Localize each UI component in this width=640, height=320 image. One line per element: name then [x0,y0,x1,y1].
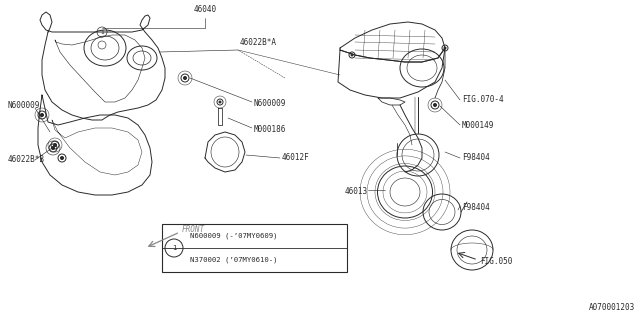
Circle shape [40,114,44,116]
Text: 46012F: 46012F [282,154,310,163]
Text: FIG.070-4: FIG.070-4 [462,95,504,105]
Text: N370002 (’07MY0610-): N370002 (’07MY0610-) [190,256,278,263]
Text: N600009: N600009 [254,99,286,108]
Text: FIG.050: FIG.050 [480,258,513,267]
Circle shape [219,101,221,103]
Circle shape [184,76,186,79]
Text: 1: 1 [100,29,104,35]
Text: M000149: M000149 [462,121,494,130]
Circle shape [54,143,56,147]
Text: 46022B*B: 46022B*B [8,156,45,164]
Text: N600009: N600009 [8,101,40,110]
Text: N600009 (-’07MY0609): N600009 (-’07MY0609) [190,232,278,239]
Text: 46022B*A: 46022B*A [240,38,277,47]
Text: F98404: F98404 [462,204,490,212]
Text: F98404: F98404 [462,154,490,163]
Circle shape [351,54,353,56]
Circle shape [61,156,63,159]
Text: FRONT: FRONT [182,226,205,235]
Circle shape [433,103,436,107]
Text: 1: 1 [172,245,176,251]
Circle shape [51,147,54,149]
Circle shape [444,47,446,49]
Text: A070001203: A070001203 [589,303,635,312]
Text: M000186: M000186 [254,125,286,134]
Bar [162,224,347,272]
Text: 46040: 46040 [193,5,216,14]
Text: 46013: 46013 [345,188,368,196]
